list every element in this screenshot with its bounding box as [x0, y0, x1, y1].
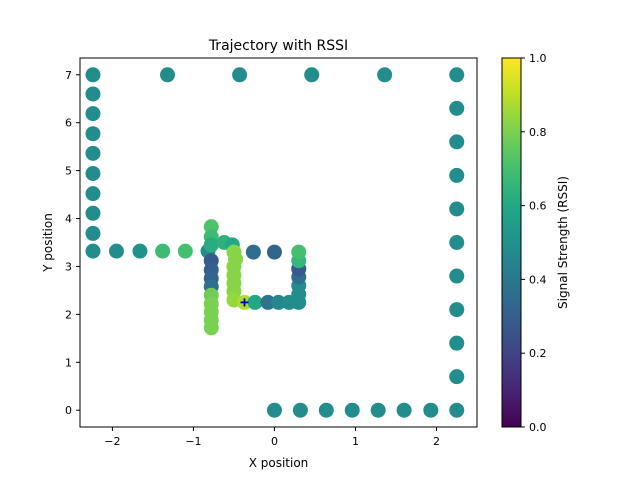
trajectory-point: [449, 335, 465, 351]
trajectory-point: [85, 165, 101, 181]
trajectory-point: [291, 244, 307, 260]
trajectory-point: [449, 167, 465, 183]
trajectory-point: [203, 320, 219, 336]
trajectory-point: [85, 106, 101, 122]
colorbar-tick-label: 0.0: [529, 421, 547, 434]
trajectory-point: [160, 67, 176, 83]
trajectory-point: [85, 205, 101, 221]
trajectory-point: [260, 294, 276, 310]
colorbar-tick-label: 0.6: [529, 200, 547, 213]
trajectory-point: [177, 243, 193, 259]
trajectory-point: [203, 237, 219, 253]
trajectory-point: [449, 134, 465, 150]
y-tick-label: 5: [65, 165, 72, 178]
trajectory-point: [449, 201, 465, 217]
trajectory-point: [247, 294, 263, 310]
colorbar-tick-label: 1.0: [529, 52, 547, 65]
trajectory-point: [449, 302, 465, 318]
trajectory-point: [85, 243, 101, 259]
y-tick-label: 4: [65, 213, 72, 226]
y-tick-label: 2: [65, 308, 72, 321]
trajectory-point: [449, 268, 465, 284]
trajectory-point: [449, 67, 465, 83]
trajectory-point: [226, 244, 242, 260]
trajectory-point: [396, 402, 412, 418]
x-tick-label: 2: [433, 435, 440, 448]
trajectory-point: [132, 243, 148, 259]
y-axis-ticks: 0 1 2 3 4 5 6 7: [65, 69, 80, 417]
trajectory-point: [449, 235, 465, 250]
trajectory-point: [449, 402, 465, 418]
x-tick-label: 1: [352, 435, 359, 448]
trajectory-point: [85, 225, 101, 241]
position-marker: [240, 298, 249, 307]
trajectory-point: [377, 67, 393, 83]
trajectory-point: [304, 67, 320, 83]
colorbar: [501, 57, 522, 428]
x-axis-ticks: −2 −1 0 1 2: [104, 427, 440, 448]
trajectory-point: [370, 402, 386, 418]
trajectory-point: [108, 243, 124, 259]
trajectory-point: [155, 243, 171, 259]
trajectory-point: [232, 67, 248, 83]
trajectory-point: [449, 369, 465, 385]
trajectory-point: [266, 244, 282, 260]
trajectory-point: [423, 402, 439, 418]
y-tick-label: 3: [65, 260, 72, 273]
trajectory-point: [344, 402, 360, 418]
colorbar-ticks: 0.0 0.2 0.4 0.6 0.8 1.0: [521, 52, 547, 434]
trajectory-point: [85, 186, 101, 202]
y-tick-label: 1: [65, 356, 72, 369]
trajectory-point: [271, 294, 286, 310]
y-tick-label: 6: [65, 117, 72, 130]
trajectory-point: [292, 402, 308, 418]
points-layer: [85, 67, 465, 418]
trajectory-point: [449, 100, 465, 116]
colorbar-tick-label: 0.4: [529, 273, 547, 286]
chart-title: Trajectory with RSSI: [208, 38, 348, 54]
trajectory-point: [85, 67, 101, 83]
x-axis-label: X position: [249, 456, 309, 470]
colorbar-tick-label: 0.2: [529, 347, 547, 360]
y-tick-label: 0: [65, 404, 72, 417]
y-axis-label: Y position: [41, 213, 55, 273]
trajectory-point: [85, 126, 101, 142]
plot-frame: [79, 57, 478, 428]
colorbar-label: Signal Strength (RSSI): [556, 176, 570, 309]
x-tick-label: −1: [185, 435, 201, 448]
trajectory-point: [85, 86, 101, 102]
colorbar-tick-label: 0.8: [529, 126, 547, 139]
trajectory-point: [318, 402, 334, 418]
x-tick-label: 0: [271, 435, 278, 448]
trajectory-point: [245, 244, 261, 260]
trajectory-point: [266, 402, 282, 418]
y-tick-label: 7: [65, 69, 72, 82]
trajectory-point: [85, 145, 101, 161]
x-tick-label: −2: [104, 435, 120, 448]
